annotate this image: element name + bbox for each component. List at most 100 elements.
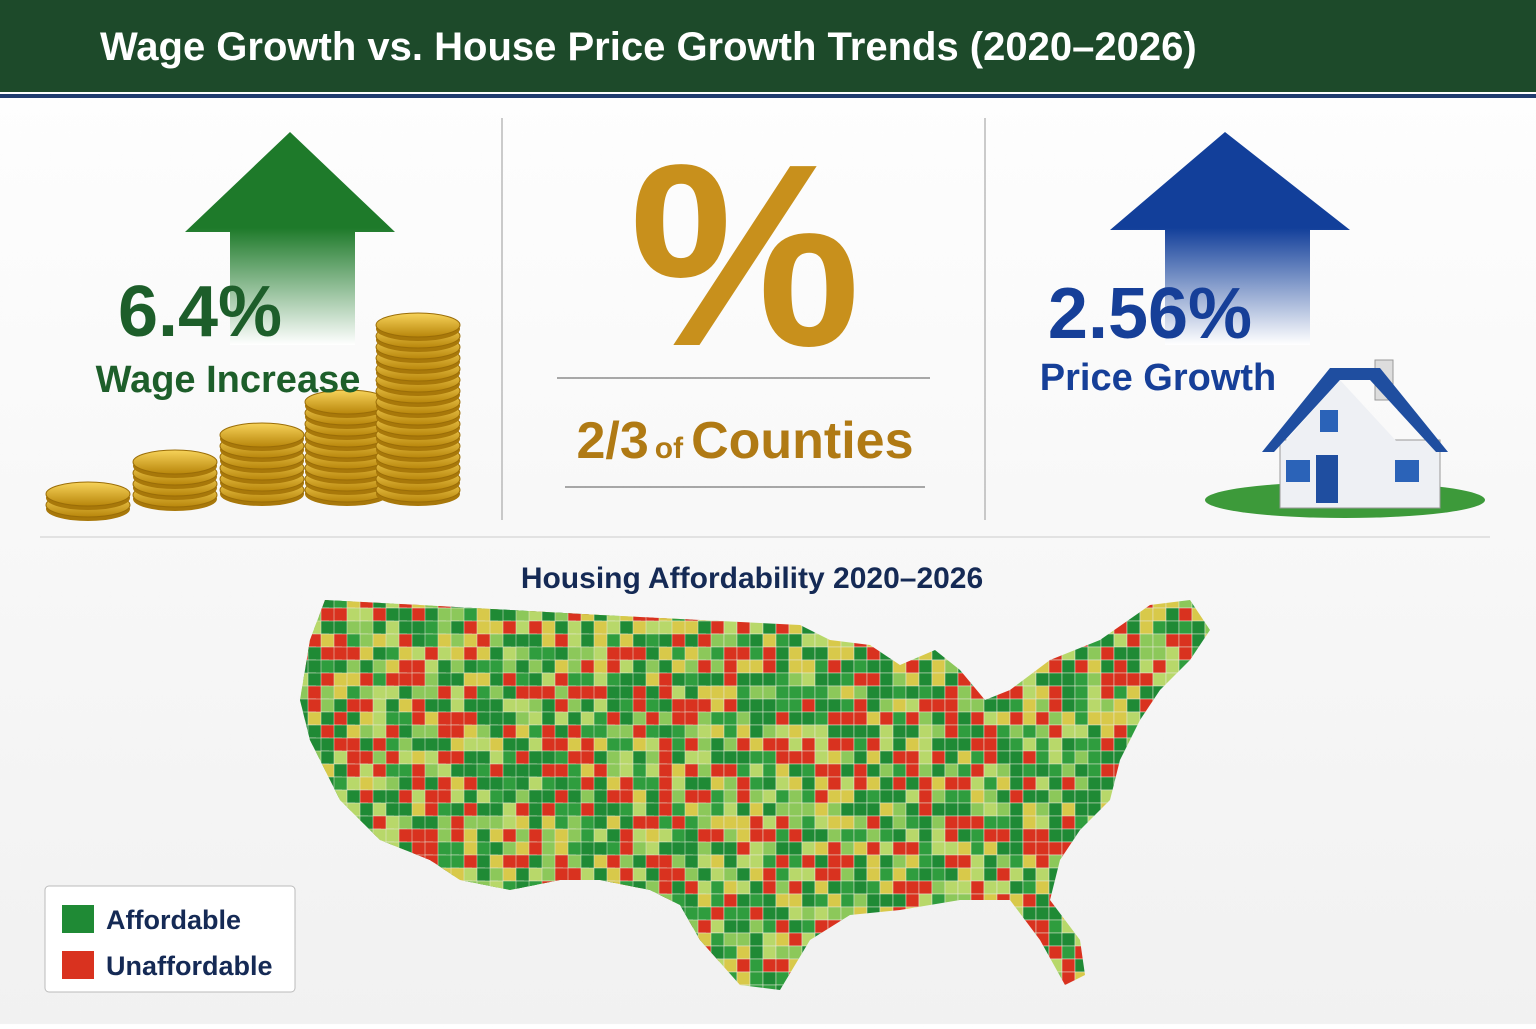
county-cell [710,789,725,804]
county-cell [658,906,681,929]
county-cell [300,867,317,890]
county-cell [840,789,855,804]
county-cell [801,620,816,635]
county-cell [1139,984,1154,990]
county-cell [801,815,816,830]
county-cell [762,789,777,804]
county-cell [957,737,972,752]
county-cell [892,880,907,895]
county-cell [775,607,790,622]
county-cell [970,984,985,990]
county-cell [723,737,738,752]
county-cell [300,815,317,838]
county-cell [1178,854,1193,869]
county-cell [710,698,725,713]
county-cell [1126,737,1141,752]
county-cell [502,958,525,981]
county-cell [867,998,880,1011]
county-cell [502,945,525,968]
county-cell [736,789,751,804]
county-cell [1100,893,1115,908]
county-cell [1035,906,1050,921]
county-cell [1178,600,1193,609]
county-cell [1022,802,1037,817]
county-cell [580,906,603,929]
county-cell [1035,828,1050,843]
county-cell [801,984,816,990]
county-cell [359,841,382,864]
county-cell [372,854,395,877]
county-cell [645,906,668,929]
county-cell [931,984,946,990]
county-cell [931,867,946,882]
county-cell [333,932,356,955]
coin [219,422,305,448]
county-cell [1009,698,1024,713]
county-cell [918,841,933,856]
county-cell [983,828,998,843]
county-cell [736,737,751,752]
county-cell [1139,672,1154,687]
county-cell [749,763,764,778]
county-cell [749,880,764,895]
county-cell [593,932,616,955]
county-cell [1061,984,1076,990]
county-cell [1113,893,1128,908]
county-cell [905,607,920,622]
county-cell [957,945,972,960]
county-cell [580,600,603,617]
county-cell [814,750,829,765]
county-cell [607,998,628,1019]
county-cell [866,685,881,700]
county-cell [996,737,1011,752]
county-cell [723,607,738,622]
county-cell [853,776,868,791]
county-cell [1152,854,1167,869]
county-cell [892,932,907,947]
county-cell [308,998,329,1019]
county-cell [1204,854,1210,869]
county-cell [801,906,816,921]
county-cell [1152,828,1167,843]
county-cell [1035,945,1050,960]
county-cell [1100,633,1115,648]
county-cell [853,737,868,752]
county-cell [1139,880,1154,895]
county-cell [424,984,447,990]
county-cell [1113,932,1128,947]
county-cell [827,685,842,700]
county-cell [438,998,459,1019]
county-cell [879,880,894,895]
county-cell [385,932,408,955]
county-cell [905,711,920,726]
county-cell [918,919,933,934]
county-cell [1022,620,1037,635]
county-cell [762,958,777,973]
percent-symbol: % [629,111,860,401]
county-cell [1009,776,1024,791]
county-cell [1165,724,1180,739]
county-cell [762,672,777,687]
county-cell [918,776,933,791]
county-cell [1022,919,1037,934]
county-cell [853,620,868,635]
county-cell [840,815,855,830]
county-cell [645,919,668,942]
county-cell [1009,737,1024,752]
county-cell [918,971,933,986]
county-cell [424,893,447,916]
county-cell [1009,711,1024,726]
county-cell [866,607,881,622]
county-cell [723,880,738,895]
county-cell [749,854,764,869]
county-cell [970,919,985,934]
county-cell [685,998,706,1019]
county-cell [1048,750,1063,765]
county-cell [827,854,842,869]
county-cell [788,984,803,990]
county-cell [775,600,790,609]
county-cell [788,919,803,934]
county-cell [723,828,738,843]
county-cell [931,698,946,713]
county-cell [606,958,629,981]
